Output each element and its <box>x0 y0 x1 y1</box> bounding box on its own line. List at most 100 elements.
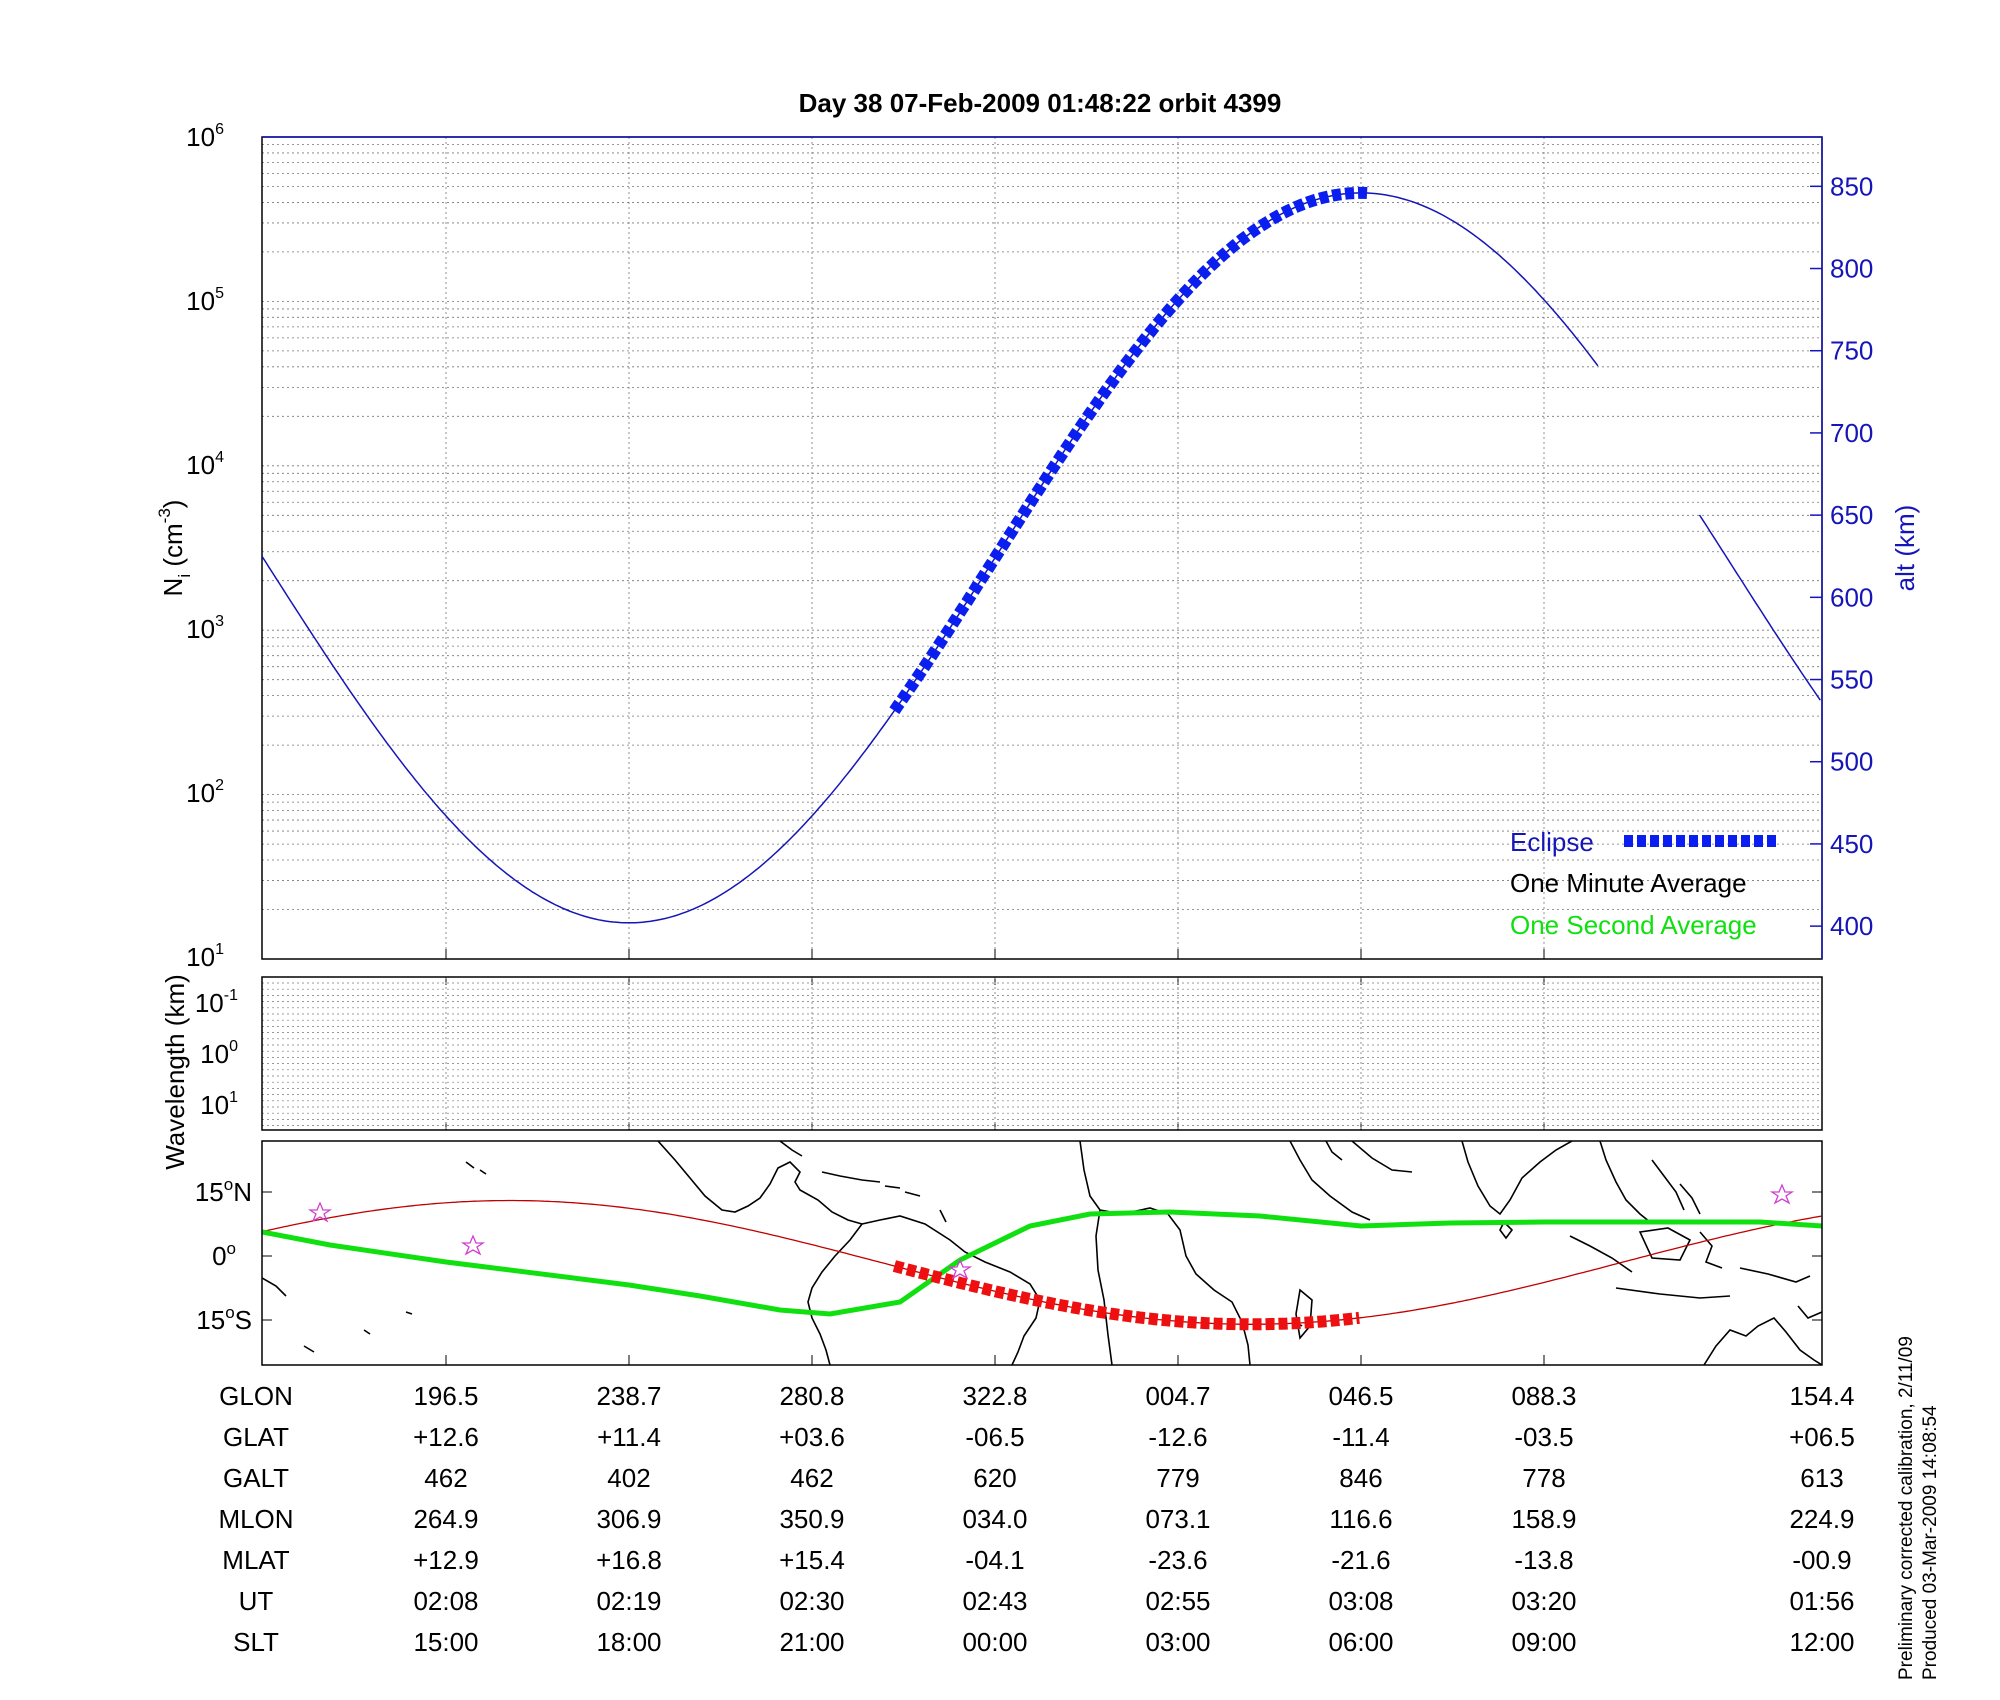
eclipse-ground-track <box>892 1260 1360 1331</box>
wave-tick-label: 10-1 <box>195 987 238 1018</box>
table-cell: -12.6 <box>1148 1422 1207 1452</box>
wavelength-panel: 10-1 100 101 Wavelength (km) <box>160 974 1823 1170</box>
table-cell: +15.4 <box>779 1545 845 1575</box>
top-panel: 106 105 104 103 102 101 Ni (cm-3) 850 800… <box>155 121 1920 1365</box>
table-cell: 02:08 <box>413 1586 478 1616</box>
table-row-label: GLON <box>219 1381 293 1411</box>
coastline <box>303 1345 315 1353</box>
table-cell: 09:00 <box>1511 1627 1576 1657</box>
altitude-line-segment <box>261 192 1599 924</box>
table-cell: 01:56 <box>1789 1586 1854 1616</box>
left-tick-label: 101 <box>186 941 224 972</box>
coastline <box>1679 1183 1701 1215</box>
coastline <box>363 1329 371 1335</box>
table-cell: +12.6 <box>413 1422 479 1452</box>
table-cell: 18:00 <box>596 1627 661 1657</box>
table-cell: 02:19 <box>596 1586 661 1616</box>
chart-title: Day 38 07-Feb-2009 01:48:22 orbit 4399 <box>799 88 1282 118</box>
table-cell: 613 <box>1800 1463 1843 1493</box>
table-cell: 778 <box>1522 1463 1565 1493</box>
table-cell: 306.9 <box>596 1504 661 1534</box>
table-row-label: SLT <box>233 1627 279 1657</box>
table-cell: 004.7 <box>1145 1381 1210 1411</box>
coastline <box>1295 1288 1313 1340</box>
table-cell: 12:00 <box>1789 1627 1854 1657</box>
right-tick-label: 800 <box>1830 254 1873 284</box>
orbit-ground-track <box>262 1199 1822 1325</box>
footer-produced-note: Produced 03-Mar-2009 14:08:54 <box>1920 1405 1941 1680</box>
table-cell: 03:00 <box>1145 1627 1210 1657</box>
table-row-label: MLAT <box>222 1545 290 1575</box>
right-tick-label: 550 <box>1830 665 1873 695</box>
wave-axis-label: Wavelength (km) <box>160 974 190 1170</box>
coastline <box>1461 1141 1573 1216</box>
table-cell: 322.8 <box>962 1381 1027 1411</box>
table-row-label: UT <box>239 1586 274 1616</box>
table-cell: 02:43 <box>962 1586 1027 1616</box>
coastline <box>1569 1235 1633 1273</box>
altitude-line-segment <box>1698 514 1821 701</box>
wave-tick-label: 101 <box>200 1089 238 1120</box>
coastline <box>1095 1209 1113 1365</box>
right-axis-ticks: 850 800 750 700 650 600 550 500 450 400 <box>1810 171 1873 941</box>
table-row-label: MLON <box>218 1504 293 1534</box>
coastline <box>1699 1231 1723 1269</box>
coastline <box>1079 1141 1251 1365</box>
coastline <box>1499 1220 1514 1240</box>
table-cell: 280.8 <box>779 1381 844 1411</box>
right-tick-label: 500 <box>1830 747 1873 777</box>
table-cell: 224.9 <box>1789 1504 1854 1534</box>
left-tick-label: 105 <box>186 285 224 316</box>
table-cell: +12.9 <box>413 1545 479 1575</box>
table-cell: 00:00 <box>962 1627 1027 1657</box>
coastline <box>807 1223 863 1365</box>
table-cell: 350.9 <box>779 1504 844 1534</box>
wavelength-panel-frame <box>261 976 1823 1131</box>
top-panel-grid <box>262 137 1822 1365</box>
table-cell: 846 <box>1339 1463 1382 1493</box>
coastline <box>405 1311 413 1315</box>
left-tick-label: 102 <box>186 777 224 808</box>
right-tick-label: 600 <box>1830 582 1873 612</box>
table-cell: 238.7 <box>596 1381 661 1411</box>
map-lat-label: 15oS <box>196 1303 252 1335</box>
table-cell: 02:30 <box>779 1586 844 1616</box>
legend: Eclipse One Minute Average One Second Av… <box>1510 827 1778 940</box>
table-cell: 264.9 <box>413 1504 478 1534</box>
table-cell: -23.6 <box>1148 1545 1207 1575</box>
map-panel-frame <box>261 1140 1823 1366</box>
table-cell: +03.6 <box>779 1422 845 1452</box>
coastline <box>939 1209 947 1223</box>
table-cell: -00.9 <box>1792 1545 1851 1575</box>
wave-tick-label: 100 <box>200 1038 238 1069</box>
map-lat-ticks <box>262 1191 1822 1321</box>
map-panel: 15oN 0o 15oS <box>195 1140 1823 1366</box>
table-cell: 116.6 <box>1329 1504 1392 1534</box>
coastline <box>821 1171 881 1183</box>
right-tick-label: 850 <box>1830 171 1873 201</box>
table-cell: +16.8 <box>596 1545 662 1575</box>
table-cell: 034.0 <box>962 1504 1027 1534</box>
table-cell: 620 <box>973 1463 1016 1493</box>
star-marker <box>460 1234 486 1256</box>
map-coastlines <box>262 1141 1822 1365</box>
table-cell: -13.8 <box>1514 1545 1573 1575</box>
table-cell: +11.4 <box>597 1422 661 1452</box>
wavelength-panel-grid <box>262 977 1822 1130</box>
coastline <box>1797 1305 1822 1319</box>
table-cell: 462 <box>790 1463 833 1493</box>
table-cell: 15:00 <box>413 1627 478 1657</box>
coastline <box>1638 1227 1692 1261</box>
table-cell: 779 <box>1156 1463 1199 1493</box>
coastline <box>1325 1141 1343 1161</box>
map-lat-label: 15oN <box>195 1175 252 1207</box>
table-cell: 06:00 <box>1328 1627 1393 1657</box>
table-cell: 462 <box>424 1463 467 1493</box>
table-cell: 402 <box>607 1463 650 1493</box>
table-cell: 154.4 <box>1789 1381 1854 1411</box>
table-cell: 158.9 <box>1511 1504 1576 1534</box>
table-cell: -03.5 <box>1514 1422 1573 1452</box>
table-cell: 088.3 <box>1511 1381 1576 1411</box>
coastline <box>861 1215 1041 1365</box>
